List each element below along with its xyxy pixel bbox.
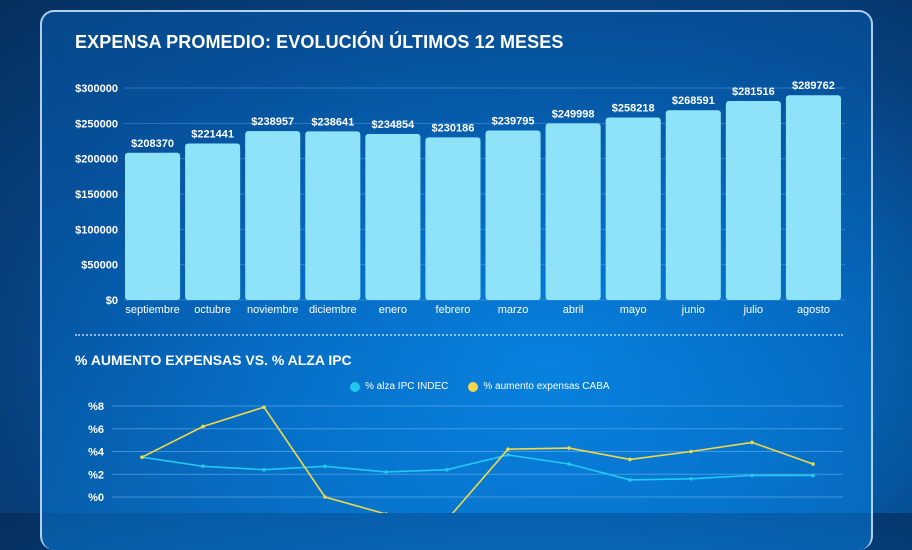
bar-octubre <box>185 143 241 300</box>
bar-value-label: $268591 <box>672 95 715 107</box>
legend-item-expensas[interactable]: % aumento expensas CABA <box>468 381 610 392</box>
line-chart-legend: % alza IPC INDEC % aumento expensas CABA <box>350 381 610 392</box>
legend-label-expensas: % aumento expensas CABA <box>483 381 610 392</box>
bar-value-label: $230186 <box>432 122 475 134</box>
bar-chart: $0 $50000 $100000 $150000 $200000 $250000 $300… <box>75 80 845 316</box>
bar-enero <box>365 134 421 300</box>
x-tick-label: junio <box>681 304 705 316</box>
y-tick-label: $250000 <box>75 118 118 130</box>
bar-value-label: $239795 <box>492 116 535 128</box>
bar-marzo <box>485 130 541 300</box>
bar-value-label: $234854 <box>371 119 415 131</box>
bar-febrero <box>425 137 481 300</box>
y-tick-label: $50000 <box>81 260 118 272</box>
x-tick-label: abril <box>563 304 584 316</box>
x-tick-label: noviembre <box>247 304 298 316</box>
y-tick-label: $200000 <box>75 154 118 166</box>
y-tick-label: $300000 <box>75 83 118 95</box>
y-tick-label: $0 <box>106 295 118 307</box>
bar-julio <box>725 101 781 300</box>
y-tick-label: $150000 <box>75 189 118 201</box>
x-tick-label: enero <box>379 304 407 316</box>
bar-value-label: $289762 <box>792 80 835 92</box>
line-chart-title: % AUMENTO EXPENSAS VS. % ALZA IPC <box>75 352 352 368</box>
bar-value-label: $258218 <box>612 103 655 115</box>
bar-noviembre <box>245 131 301 300</box>
bar-value-label: $238641 <box>311 116 354 128</box>
legend-dot-expensas-icon <box>468 381 479 392</box>
legend-dot-ipc-icon <box>350 381 360 392</box>
bar-mayo <box>605 117 661 301</box>
legend-item-ipc[interactable]: % alza IPC INDEC <box>350 381 448 392</box>
x-tick-label: febrero <box>436 304 471 316</box>
bar-septiembre <box>125 152 181 300</box>
bar-value-label: $208370 <box>131 138 174 150</box>
x-tick-label: agosto <box>797 304 830 316</box>
bar-value-label: $249998 <box>552 108 595 120</box>
bar-agosto <box>785 95 841 300</box>
x-tick-label: diciembre <box>309 304 357 316</box>
x-tick-label: julio <box>743 304 764 316</box>
x-tick-label: octubre <box>194 304 231 316</box>
x-tick-label: marzo <box>498 304 529 316</box>
bar-chart-title: EXPENSA PROMEDIO: EVOLUCIÓN ÚLTIMOS 12 M… <box>75 32 564 52</box>
bar-value-label: $281516 <box>732 86 775 98</box>
legend-label-ipc: % alza IPC INDEC <box>365 381 449 392</box>
x-tick-label: mayo <box>620 304 647 316</box>
x-tick-label: septiembre <box>125 304 179 316</box>
bar-value-label: $221441 <box>191 129 234 141</box>
section-divider <box>75 334 843 336</box>
bar-junio <box>665 110 721 300</box>
bar-diciembre <box>305 131 361 300</box>
y-tick-label: $100000 <box>75 224 118 236</box>
bar-abril <box>545 123 601 300</box>
bar-value-label: $238957 <box>251 116 294 128</box>
